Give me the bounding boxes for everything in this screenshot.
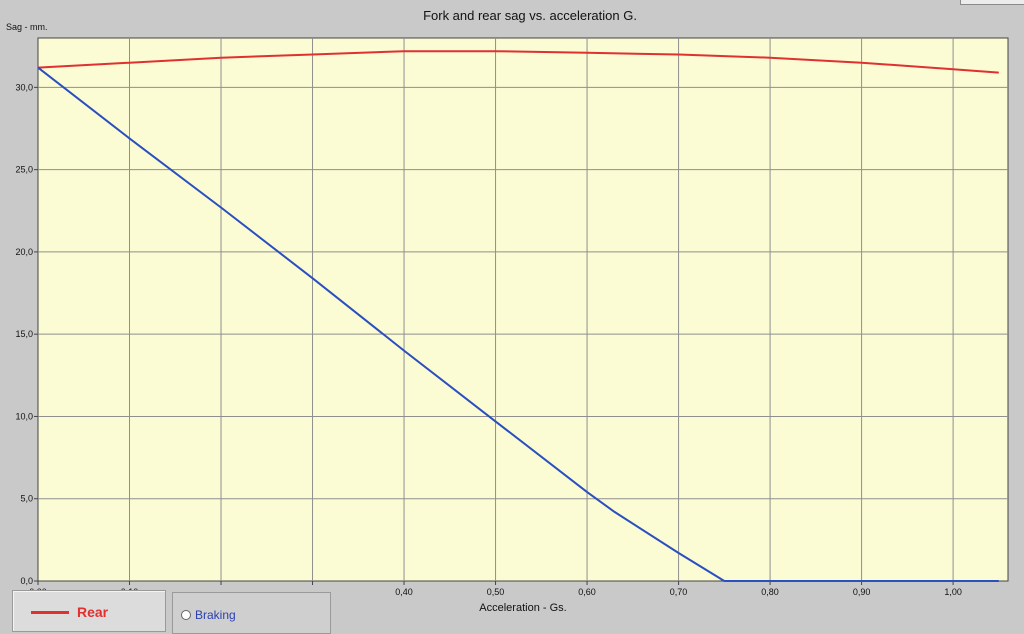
series-lines: [37, 50, 999, 582]
y-axis-label: Sag - mm.: [6, 22, 48, 32]
legend: Rear: [12, 590, 166, 632]
series-line-2: [37, 66, 999, 582]
y-tick-label: 20,0: [15, 247, 33, 257]
chart-title: Fork and rear sag vs. acceleration G.: [423, 8, 637, 23]
mode-options-panel: Braking: [172, 592, 331, 634]
y-tick-label: 30,0: [15, 82, 33, 92]
x-tick-label: 1,00: [944, 587, 962, 597]
sag-chart: 0,05,010,015,020,025,030,0 0,000,100,400…: [15, 37, 1009, 614]
x-tick-labels: 0,000,100,400,500,600,700,800,901,00: [29, 581, 962, 597]
braking-radio[interactable]: [181, 610, 191, 620]
y-tick-label: 25,0: [15, 165, 33, 175]
braking-label[interactable]: Braking: [195, 608, 236, 622]
y-tick-label: 5,0: [20, 494, 33, 504]
y-tick-labels: 0,0 5,0 10,0 15,0 20,0 25,0 30,0: [15, 82, 38, 586]
x-tick-label: 0,70: [670, 587, 688, 597]
x-tick-label: 0,50: [487, 587, 505, 597]
legend-label-rear: Rear: [77, 604, 109, 620]
x-tick-label: 0,80: [761, 587, 779, 597]
x-tick-label: 0,90: [853, 587, 871, 597]
y-tick-label: 0,0: [20, 576, 33, 586]
grid-lines: [38, 38, 1008, 581]
y-tick-label: 10,0: [15, 411, 33, 421]
plot-area: [37, 37, 1009, 582]
x-axis-label: Acceleration - Gs.: [479, 602, 566, 614]
x-tick-label: 0,60: [578, 587, 596, 597]
x-tick-label: 0,40: [395, 587, 413, 597]
legend-swatch-rear: [31, 611, 69, 614]
window-corner-tab: [960, 0, 1024, 5]
series-line-1: [37, 50, 999, 74]
y-tick-label: 15,0: [15, 329, 33, 339]
